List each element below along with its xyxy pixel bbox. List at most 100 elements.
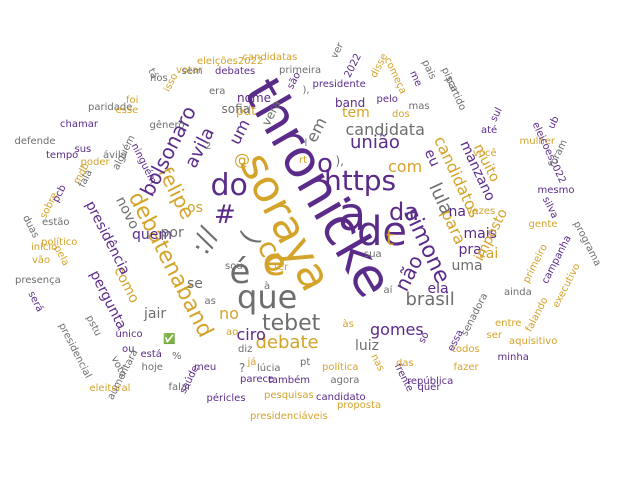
cloud-word-o: o (317, 149, 333, 179)
cloud-word-pra: pra (458, 242, 482, 258)
cloud-word-pais: pais (419, 58, 438, 82)
cloud-word-meu: meu (194, 362, 217, 373)
cloud-word-pelo: pelo (376, 94, 398, 105)
cloud-word-n-o: não (388, 250, 428, 296)
cloud-word-debates: debates (215, 66, 256, 77)
cloud-word-diz: diz (238, 344, 253, 355)
cloud-word-v-o: vão (32, 255, 51, 266)
cloud-word-come-a: começa (381, 55, 408, 96)
cloud-word-minha: minha (497, 352, 529, 363)
cloud-word-os: os (187, 200, 203, 216)
cloud-word-quer: quer (417, 382, 441, 393)
cloud-word-duas: duas (20, 213, 41, 240)
cloud-word-ou: ou (122, 344, 135, 355)
cloud-word-symbol: ), (335, 154, 345, 168)
cloud-word-pol-tico: político (41, 237, 78, 248)
cloud-word-ver: ver (329, 41, 347, 61)
cloud-word-ser: ser (486, 330, 502, 341)
cloud-word-s: só (416, 330, 432, 346)
cloud-word-dos: dos (392, 109, 410, 120)
cloud-word-ser: será (25, 289, 46, 314)
cloud-word-ao: ao (226, 327, 239, 338)
cloud-word-pesquisas: pesquisas (264, 390, 314, 401)
cloud-word-ter: ter (274, 262, 289, 273)
cloud-word-mais: mais (463, 226, 497, 242)
cloud-word-s: às (342, 319, 354, 330)
cloud-word-at: até (481, 125, 498, 136)
cloud-word-elei-es2022: eleições2022 (197, 56, 264, 67)
cloud-word-ciro: ciro (236, 325, 266, 344)
cloud-word-rep-blica: república (407, 376, 454, 387)
cloud-word-symbol: ? (239, 361, 246, 375)
cloud-word-pdt: pdt (236, 104, 256, 118)
cloud-word-presidente: presidente (312, 79, 366, 90)
cloud-word-a: a (338, 187, 367, 241)
cloud-word-falando: falando (523, 295, 551, 334)
cloud-word-pcb: pcb (50, 183, 69, 205)
cloud-word-falar: falar (168, 382, 192, 393)
cloud-word-eleitoral: eleitoral (89, 383, 131, 394)
cloud-word-ainda: ainda (504, 287, 532, 298)
cloud-word-symbol: # (214, 200, 236, 230)
cloud-word-est-o: estão (42, 217, 70, 228)
cloud-word-silva: silva (539, 195, 560, 221)
cloud-word-symbol: à (264, 281, 271, 292)
cloud-word-l-cia: lúcia (257, 363, 281, 374)
cloud-word-tem: tem (342, 105, 370, 121)
cloud-word-symbol: ), (302, 85, 310, 96)
cloud-word-vila: ávila (103, 150, 127, 161)
cloud-word-pt: pt (300, 357, 311, 368)
cloud-word-est: está (140, 349, 162, 360)
cloud-word-da: da (389, 198, 419, 226)
cloud-word-ub: ub (545, 114, 562, 131)
cloud-word-candidatas: candidatas (242, 52, 298, 63)
cloud-word-entre: entre (495, 318, 522, 329)
cloud-word-programa: programa (570, 219, 603, 269)
cloud-word-presidencial: presidencial (56, 321, 94, 381)
cloud-word-votar: votar (176, 65, 203, 76)
cloud-word-foi: foi (126, 95, 139, 106)
cloud-word-tebet: tebet (262, 311, 321, 336)
cloud-word-me: me (407, 69, 424, 89)
cloud-word-pstu: pstu (83, 313, 104, 338)
cloud-word-sofia: sofia (221, 102, 251, 116)
cloud-word-partido: partido (442, 75, 468, 113)
cloud-word-a: aí (383, 285, 393, 296)
cloud-word-2: 2 (205, 141, 212, 152)
cloud-word-vai: vai (477, 246, 499, 262)
cloud-word-se: se (187, 276, 203, 292)
cloud-word-poder: poder (80, 157, 110, 168)
cloud-word-symbol: @ (234, 150, 250, 169)
cloud-word-no: no (219, 304, 239, 323)
cloud-word-mulher: mulher (519, 136, 555, 147)
cloud-word-um: um (225, 115, 254, 148)
cloud-word-sua: sua (364, 249, 382, 260)
cloud-word-presidenci-veis: presidenciáveis (250, 411, 328, 422)
cloud-word-do: do (210, 168, 248, 203)
cloud-word-p-ricles: péricles (206, 393, 246, 404)
cloud-word-nos: nos (150, 73, 168, 84)
cloud-word-proposta: proposta (337, 400, 382, 411)
cloud-word-candidata: candidata (345, 120, 425, 139)
cloud-word-quem: quem (132, 227, 173, 243)
cloud-word-as: as (204, 296, 216, 307)
cloud-word-tamb-m: também (268, 375, 311, 386)
cloud-word-hoje: hoje (141, 362, 163, 373)
cloud-word-tempo: tempo (46, 150, 79, 161)
cloud-word-nas: nas (368, 352, 387, 374)
cloud-word-fazer: fazer (453, 362, 479, 373)
cloud-word-jair: jair (144, 306, 167, 322)
cloud-word-todos: todos (452, 344, 480, 355)
cloud-word-de: de (357, 209, 407, 255)
cloud-word-2022: 2022 (342, 51, 364, 80)
cloud-word-luiz: luiz (355, 338, 380, 354)
cloud-word-symbol: ( (234, 226, 266, 250)
cloud-word-primeira: primeira (279, 65, 322, 76)
cloud-word-parece: parece (240, 374, 275, 385)
cloud-word-mas: mas (408, 101, 430, 112)
cloud-word-paridade: paridade (88, 102, 133, 113)
cloud-word-https: https (324, 164, 397, 197)
cloud-word-que: que (237, 278, 298, 316)
cloud-word-symbol: ✅ (163, 334, 176, 345)
